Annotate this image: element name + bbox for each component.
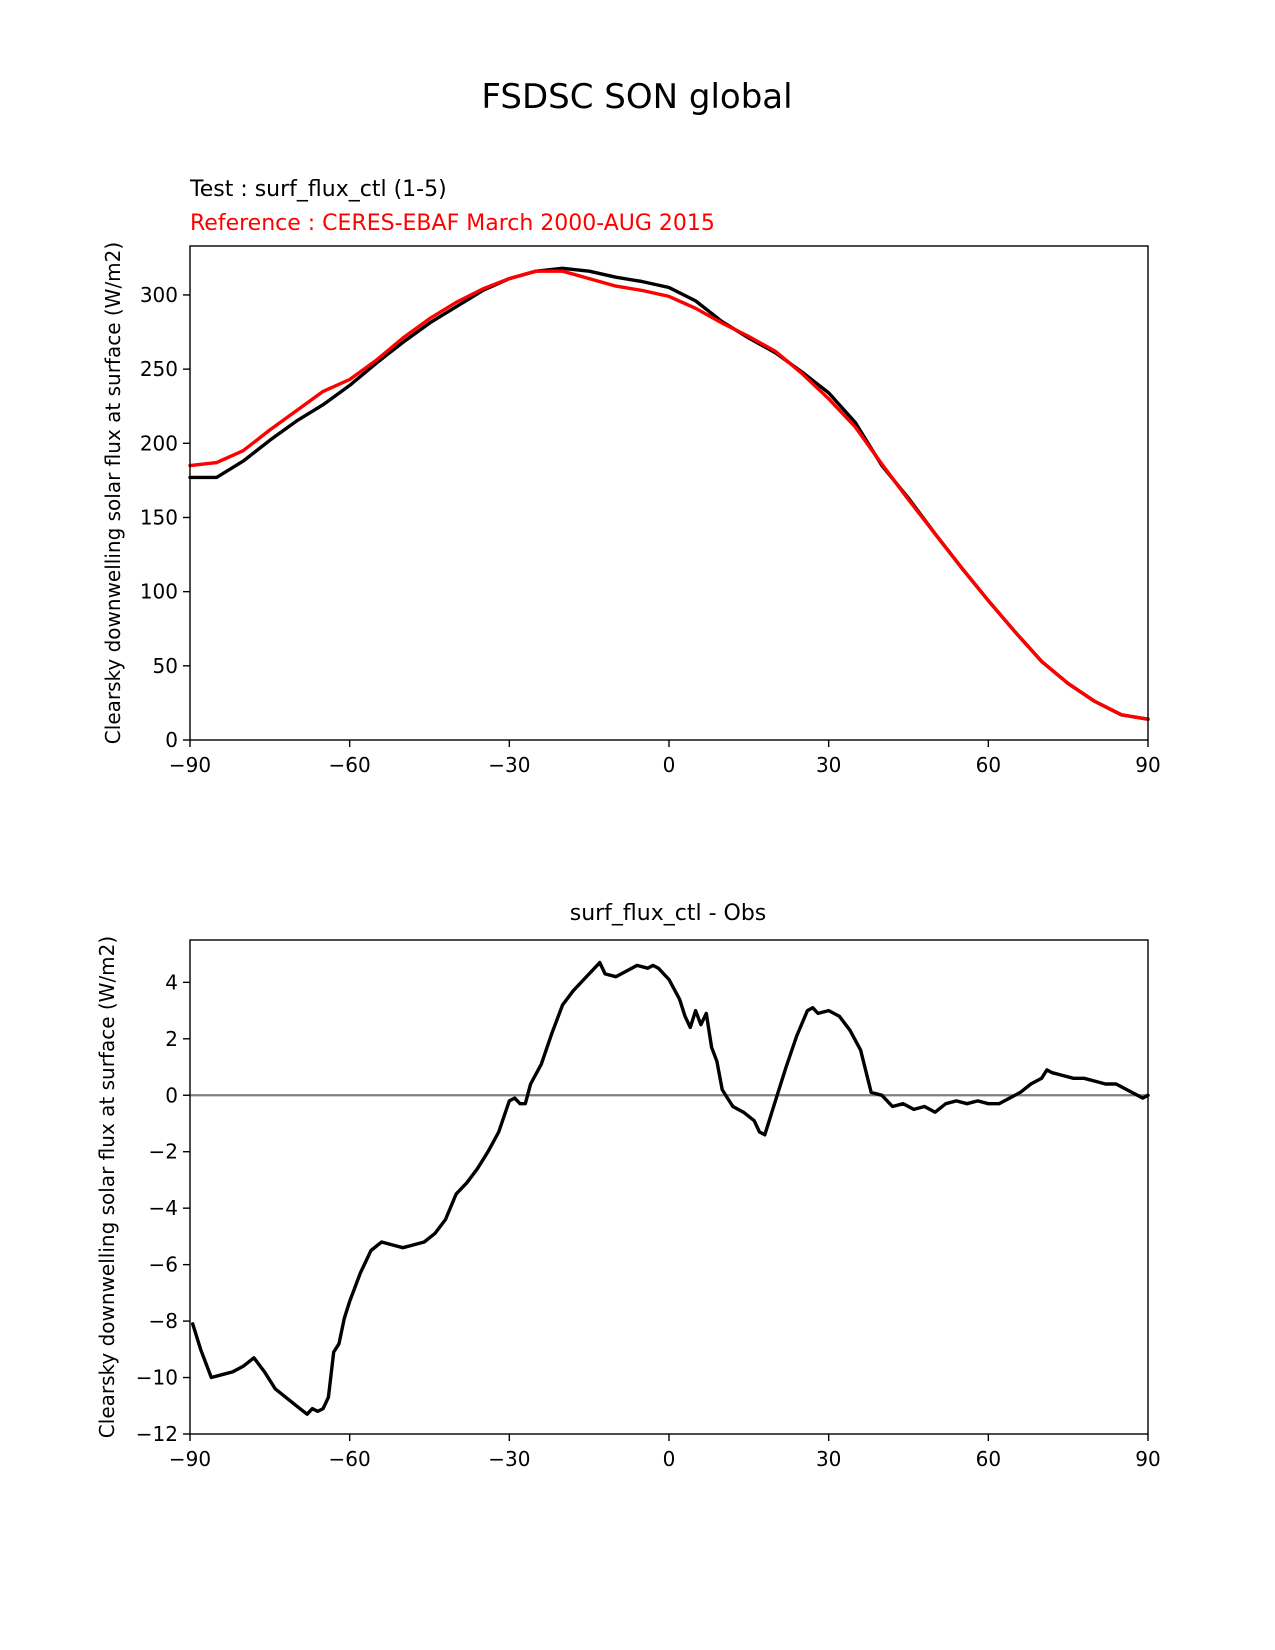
x-tick-label: −90 [169, 1447, 211, 1471]
top-panel: Test : surf_flux_ctl (1-5) Reference : C… [101, 177, 1161, 777]
x-tick-label: −60 [329, 1447, 371, 1471]
y-axis-label: Clearsky downwelling solar flux at surfa… [95, 936, 119, 1438]
y-tick-label: −8 [149, 1309, 178, 1333]
bottom-panel: surf_flux_ctl - Obs −90 −60 −30 0 30 60 90−12−… [95, 901, 1161, 1471]
x-tick-label: −60 [329, 753, 371, 777]
x-tick-label: −30 [488, 1447, 530, 1471]
x-tick-label: 30 [816, 753, 841, 777]
series-line-0 [190, 960, 1150, 1416]
x-tick-label: 0 [663, 1447, 676, 1471]
x-tick-label: 60 [976, 1447, 1001, 1471]
y-tick-label: 0 [165, 728, 178, 752]
y-tick-label: 2 [165, 1027, 178, 1051]
test-label: Test : surf_flux_ctl (1-5) [189, 177, 447, 202]
series-line-1 [188, 269, 1150, 721]
bottom-axes: −90 −60 −30 0 30 60 90 −12 −10 −8 −6 −4 −2 0 2 4 Clearsk… [95, 936, 1161, 1471]
axes-frame [189, 245, 1149, 741]
y-tick-label: 4 [165, 970, 178, 994]
y-tick-label: −12 [136, 1422, 178, 1446]
x-tick-label: 30 [816, 1447, 841, 1471]
y-tick-label: −4 [149, 1196, 178, 1220]
x-tick-label: 90 [1135, 1447, 1160, 1471]
top-axes: −90 −60 −30 0 30 60 90 0 50 100 150 200 250 300 Clears… [101, 242, 1161, 777]
y-tick-label: 50 [153, 654, 178, 678]
y-axis-label: Clearsky downwelling solar flux at surfa… [101, 242, 125, 744]
x-tick-label: 0 [663, 753, 676, 777]
y-tick-label: 200 [140, 431, 178, 455]
difference-title: surf_flux_ctl - Obs [570, 901, 767, 926]
y-tick-label: 100 [140, 580, 178, 604]
x-tick-label: −90 [169, 753, 211, 777]
y-tick-label: −10 [136, 1366, 178, 1390]
x-tick-label: −30 [488, 753, 530, 777]
y-tick-label: 0 [165, 1083, 178, 1107]
reference-label: Reference : CERES-EBAF March 2000-AUG 20… [190, 211, 715, 236]
x-tick-label: 60 [976, 753, 1001, 777]
y-tick-label: −6 [149, 1253, 178, 1277]
x-tick-label: 90 [1135, 753, 1160, 777]
y-tick-label: 300 [140, 283, 178, 307]
y-tick-label: −2 [149, 1140, 178, 1164]
figure-title: FSDSC SON global [481, 77, 792, 117]
y-tick-label: 150 [140, 505, 178, 529]
series-line-0 [188, 266, 1150, 721]
y-tick-label: 250 [140, 357, 178, 381]
